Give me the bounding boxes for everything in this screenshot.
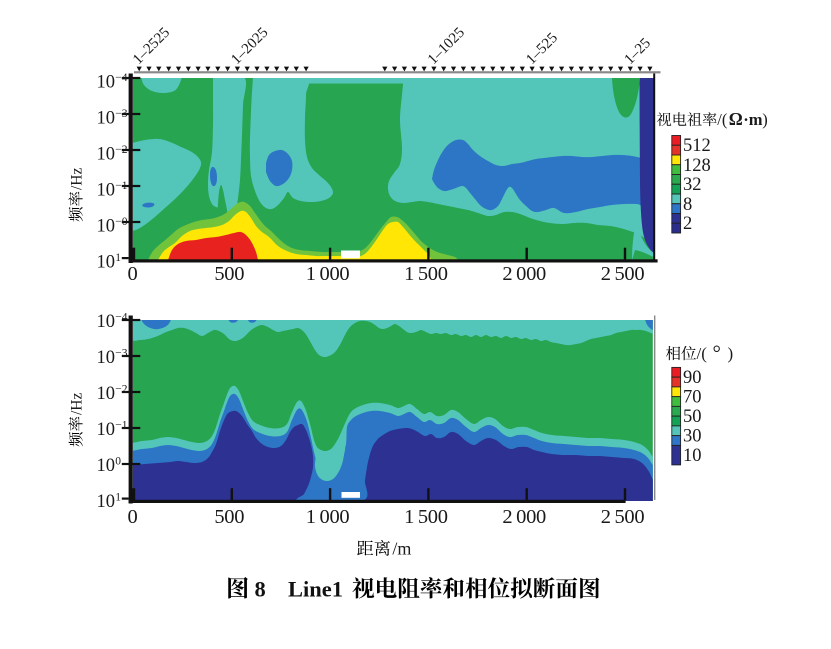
svg-text:1: 1: [115, 491, 121, 503]
svg-text:−1: −1: [115, 419, 127, 431]
svg-text:0: 0: [115, 455, 121, 467]
svg-text:0: 0: [128, 263, 138, 285]
svg-text:−3: −3: [115, 347, 127, 359]
svg-text:10: 10: [683, 446, 702, 466]
svg-text:/m: /m: [392, 539, 411, 559]
svg-text:10: 10: [97, 348, 116, 368]
svg-text:1 000: 1 000: [306, 506, 350, 528]
svg-text:10: 10: [97, 145, 116, 165]
svg-text:/(: /(: [717, 110, 727, 129]
svg-text:10: 10: [97, 420, 116, 440]
svg-text:512: 512: [683, 136, 711, 156]
svg-text:): ): [728, 344, 734, 363]
svg-text:·m: ·m: [743, 110, 763, 129]
svg-text:−3: −3: [115, 108, 127, 120]
svg-text:10: 10: [97, 492, 116, 512]
svg-text:10: 10: [97, 217, 116, 237]
svg-text:1: 1: [115, 252, 121, 264]
svg-text:1 000: 1 000: [306, 263, 350, 285]
svg-text:1–2025: 1–2025: [228, 25, 271, 68]
svg-text:2 500: 2 500: [601, 263, 645, 285]
svg-text:8: 8: [683, 195, 692, 215]
svg-text:10: 10: [97, 109, 116, 129]
svg-text:90: 90: [683, 368, 702, 388]
svg-text:0: 0: [128, 506, 138, 528]
svg-text:2: 2: [683, 214, 692, 234]
svg-text:10: 10: [97, 384, 116, 404]
svg-text:1–2525: 1–2525: [130, 25, 173, 68]
svg-text:32: 32: [683, 175, 702, 195]
svg-text:10: 10: [97, 181, 116, 201]
svg-text:2 000: 2 000: [502, 506, 546, 528]
svg-text:10: 10: [97, 456, 116, 476]
svg-text:1–1025: 1–1025: [425, 25, 468, 68]
svg-text:30: 30: [683, 427, 702, 447]
svg-text:2 000: 2 000: [502, 263, 546, 285]
svg-text:2 500: 2 500: [601, 506, 645, 528]
svg-text:Line1: Line1: [288, 577, 343, 602]
svg-text:1–525: 1–525: [523, 30, 561, 68]
svg-text:°: °: [713, 341, 721, 365]
svg-text:−2: −2: [115, 144, 127, 156]
svg-text:−1: −1: [115, 180, 127, 192]
svg-text:1 500: 1 500: [404, 263, 448, 285]
svg-text:128: 128: [683, 156, 711, 176]
svg-text:−0: −0: [115, 216, 127, 228]
svg-text:): ): [762, 110, 768, 129]
svg-text:500: 500: [214, 506, 244, 528]
svg-text:−4: −4: [115, 311, 127, 323]
svg-text:Ω: Ω: [729, 109, 743, 129]
svg-text:500: 500: [214, 263, 244, 285]
svg-text:10: 10: [97, 73, 116, 93]
svg-text:1–25: 1–25: [622, 35, 655, 68]
svg-text:50: 50: [683, 407, 702, 427]
svg-text:10: 10: [97, 253, 116, 273]
svg-text:−2: −2: [115, 383, 127, 395]
svg-text:10: 10: [97, 312, 116, 332]
svg-text:−4: −4: [115, 72, 127, 84]
svg-text:/Hz: /Hz: [69, 168, 86, 191]
svg-text:70: 70: [683, 388, 702, 408]
svg-text:8: 8: [255, 577, 266, 602]
svg-text:/(: /(: [697, 344, 708, 363]
svg-text:1 500: 1 500: [404, 506, 448, 528]
svg-text:/Hz: /Hz: [69, 393, 86, 416]
